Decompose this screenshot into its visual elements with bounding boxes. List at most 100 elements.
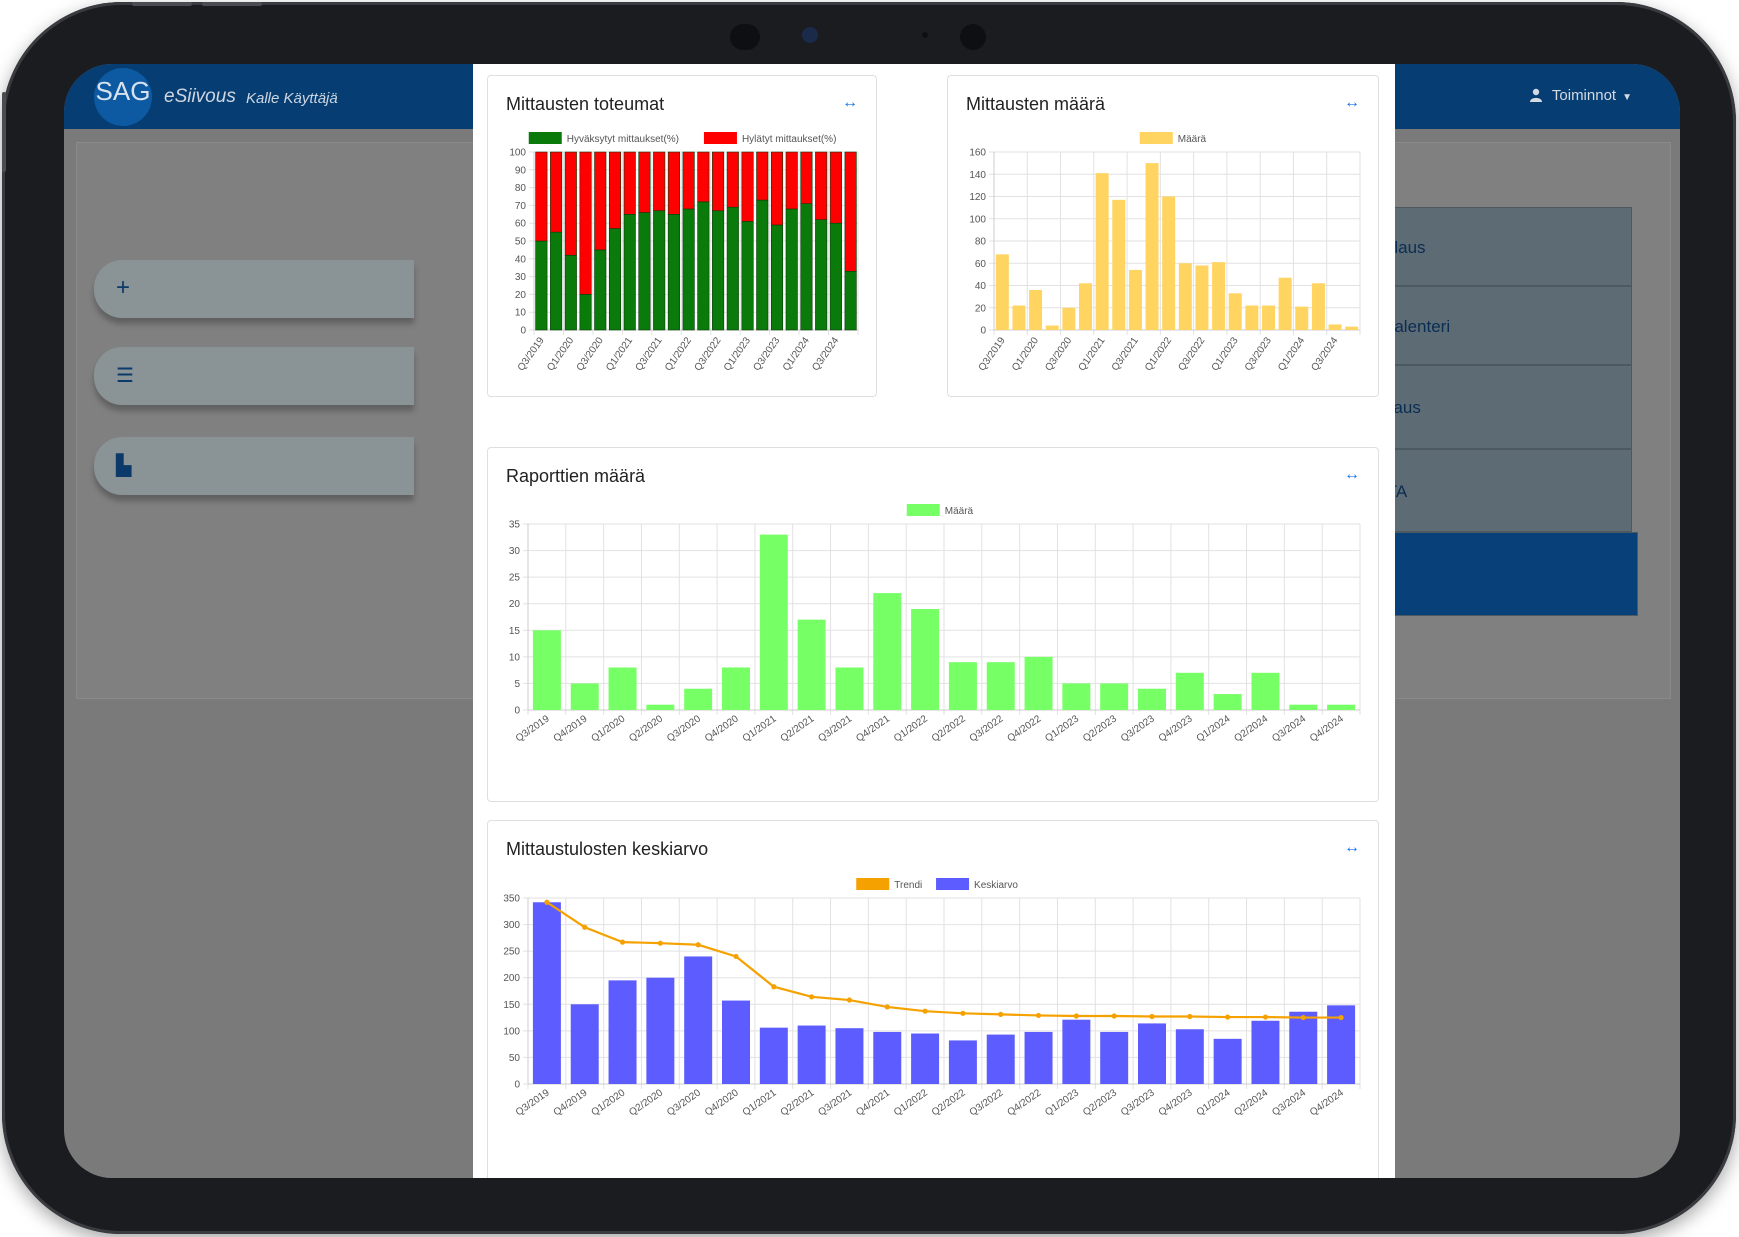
expand-icon[interactable]: ↔	[1344, 94, 1360, 111]
bar	[1289, 1011, 1318, 1084]
bar	[756, 151, 769, 201]
bar	[1012, 305, 1026, 330]
chart-title: Mittausten määrä	[966, 94, 1106, 114]
chart-card-maara: Mittausten määrä ↔ 0 20 40 60 80 100 120 140 160…	[947, 75, 1379, 397]
legend-swatch	[856, 878, 890, 890]
bar	[697, 151, 710, 203]
y-tick-label: 60	[515, 219, 527, 230]
power-button	[2, 92, 6, 172]
bar	[1024, 1031, 1053, 1084]
chart-raportit: 0 5 10 15 20 25 30 35 Määrä Q3/2019 Q4/2019 Q1/2020…	[509, 504, 1361, 744]
x-tick-label: Q2/2023	[1081, 1087, 1119, 1118]
bar	[712, 151, 725, 212]
app-name: eSiivous	[164, 86, 236, 107]
toiminnot-menu[interactable]: Toiminnot ▼	[1529, 87, 1632, 104]
expand-icon[interactable]: ↔	[842, 94, 858, 111]
y-tick-label: 20	[509, 599, 521, 610]
bar	[570, 1004, 599, 1084]
bar	[623, 214, 636, 331]
legend-swatch	[528, 132, 562, 144]
expand-icon[interactable]: ↔	[1344, 839, 1360, 856]
trend-point	[544, 899, 550, 905]
bar	[1024, 656, 1053, 710]
x-tick-label: Q3/2023	[1243, 335, 1274, 373]
trend-point	[657, 940, 663, 946]
bar	[682, 208, 695, 331]
y-tick-label: 60	[975, 259, 987, 270]
camera-bar	[722, 22, 1022, 52]
bar	[1295, 306, 1309, 330]
bar	[608, 980, 637, 1084]
y-tick-label: 100	[509, 148, 526, 159]
bar	[667, 151, 680, 215]
chevron-down-icon: ▼	[1622, 92, 1632, 103]
x-tick-label: Q3/2021	[816, 1087, 854, 1118]
expand-icon[interactable]: ↔	[1344, 466, 1360, 483]
logo-text: SAG	[95, 76, 151, 106]
legend-swatch	[906, 504, 940, 516]
trend-point	[1073, 1013, 1079, 1019]
bar	[594, 249, 607, 331]
bar	[797, 1025, 826, 1084]
bar	[1251, 672, 1280, 710]
bar	[1228, 293, 1242, 330]
bar	[873, 1031, 902, 1084]
bar	[1029, 289, 1043, 330]
x-tick-label: Q1/2021	[741, 713, 779, 744]
chart-button[interactable]: ▙	[94, 437, 414, 495]
bar	[1062, 1019, 1091, 1084]
trend-point	[1111, 1013, 1117, 1019]
x-tick-label: Q3/2019	[516, 335, 547, 373]
bar	[594, 151, 607, 251]
x-tick-label: Q3/2022	[1176, 335, 1207, 373]
y-tick-label: 350	[503, 894, 520, 905]
y-tick-label: 20	[515, 290, 527, 301]
bar	[815, 151, 828, 220]
bar	[1213, 694, 1242, 710]
list-button[interactable]: ☰	[94, 347, 414, 405]
bar	[844, 151, 857, 272]
y-tick-label: 200	[503, 973, 520, 984]
x-tick-label: Q2/2022	[930, 713, 968, 744]
add-button[interactable]: +	[94, 260, 414, 318]
bar	[986, 662, 1015, 710]
x-tick-label: Q1/2024	[1195, 713, 1233, 744]
y-tick-label: 50	[515, 237, 527, 248]
y-tick-label: 150	[503, 1000, 520, 1011]
bar	[682, 151, 695, 210]
charts-modal: Mittausten toteumat ↔ 0 10 20 30 40 50 60 70 80 9…	[473, 64, 1395, 1178]
y-tick-label: 0	[520, 326, 526, 337]
bar	[564, 151, 577, 256]
x-tick-label: Q3/2019	[514, 1087, 552, 1118]
x-tick-label: Q3/2022	[693, 335, 724, 373]
bar	[1138, 688, 1166, 710]
x-tick-label: Q3/2022	[968, 1087, 1006, 1118]
x-tick-label: Q1/2022	[892, 1087, 930, 1118]
bar	[986, 1034, 1015, 1084]
bar	[759, 1027, 788, 1084]
trend-point	[1262, 1014, 1269, 1020]
bar	[532, 630, 561, 710]
x-tick-label: Q1/2023	[1043, 1087, 1081, 1118]
bar	[911, 609, 940, 710]
bar	[1100, 683, 1129, 710]
bar	[1175, 1029, 1204, 1084]
x-tick-label: Q3/2021	[1110, 335, 1141, 373]
x-tick-label: Q4/2020	[703, 1087, 741, 1118]
trend-point	[846, 997, 853, 1003]
bar	[1278, 277, 1292, 330]
bar	[1062, 307, 1076, 330]
x-tick-label: Q3/2020	[1043, 335, 1074, 373]
bar	[1245, 305, 1259, 330]
x-tick-label: Q1/2023	[1210, 335, 1241, 373]
x-tick-label: Q2/2021	[779, 713, 817, 744]
y-tick-label: 20	[975, 303, 987, 314]
x-tick-label: Q1/2024	[1276, 335, 1307, 373]
x-tick-label: Q1/2023	[1043, 713, 1081, 744]
y-tick-label: 25	[509, 573, 521, 584]
bar	[638, 151, 651, 213]
bar	[608, 667, 637, 710]
x-tick-label: Q4/2024	[1308, 713, 1346, 744]
bar	[1212, 262, 1226, 330]
x-tick-label: Q4/2020	[703, 713, 741, 744]
